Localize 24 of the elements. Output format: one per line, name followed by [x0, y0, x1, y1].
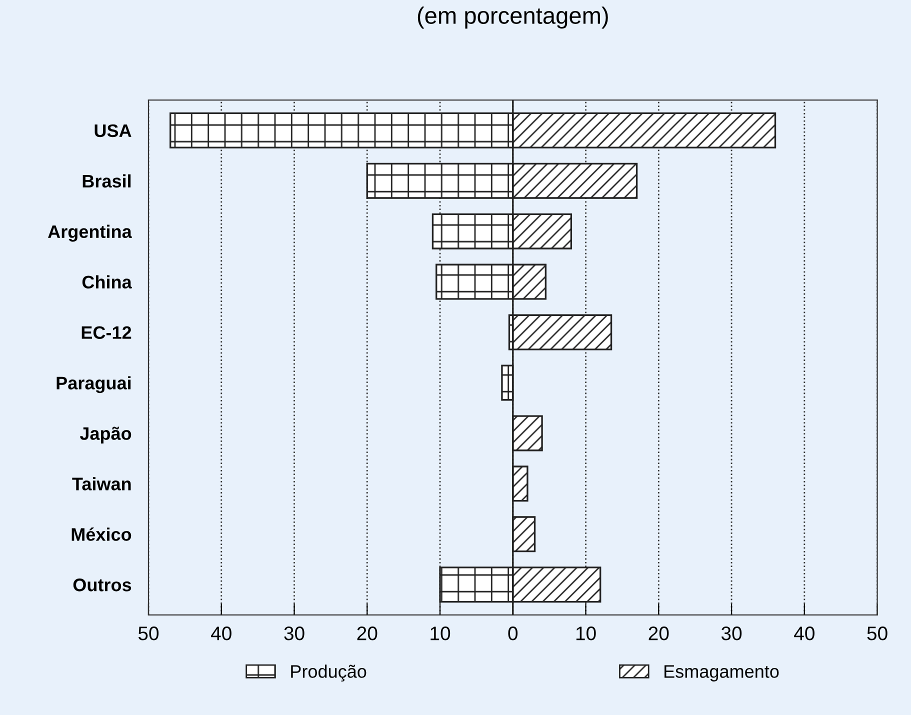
legend-label: Produção	[291, 664, 366, 682]
y-tick-label: México	[72, 527, 132, 541]
x-tick-label: 40	[211, 626, 232, 640]
y-tick-label: Outros	[73, 578, 132, 592]
x-tick-label: 0	[508, 626, 518, 640]
legend-label: Esmagamento	[664, 665, 779, 682]
x-tick-label: 20	[357, 626, 378, 640]
x-tick-label: 30	[721, 626, 742, 640]
x-tick-label: 40	[794, 626, 814, 640]
y-tick-label: EC-12	[82, 326, 132, 339]
y-tick-label: China	[82, 275, 132, 289]
x-tick-label: 50	[867, 626, 888, 640]
y-tick-label: Paraguai	[56, 376, 131, 394]
y-tick-label: Argentina	[48, 224, 132, 242]
x-tick-label: 10	[430, 626, 450, 640]
chart-title: (em porcentagem)	[418, 6, 608, 29]
x-tick-label: 50	[138, 626, 159, 640]
y-tick-label: USA	[94, 124, 132, 138]
y-tick-label: Brasil	[82, 174, 131, 188]
x-tick-label: 10	[576, 626, 596, 640]
x-tick-label: 30	[284, 626, 304, 640]
y-tick-label: Japão	[80, 426, 132, 444]
y-tick-label: Taiwan	[72, 477, 131, 490]
x-tick-label: 20	[648, 626, 669, 640]
